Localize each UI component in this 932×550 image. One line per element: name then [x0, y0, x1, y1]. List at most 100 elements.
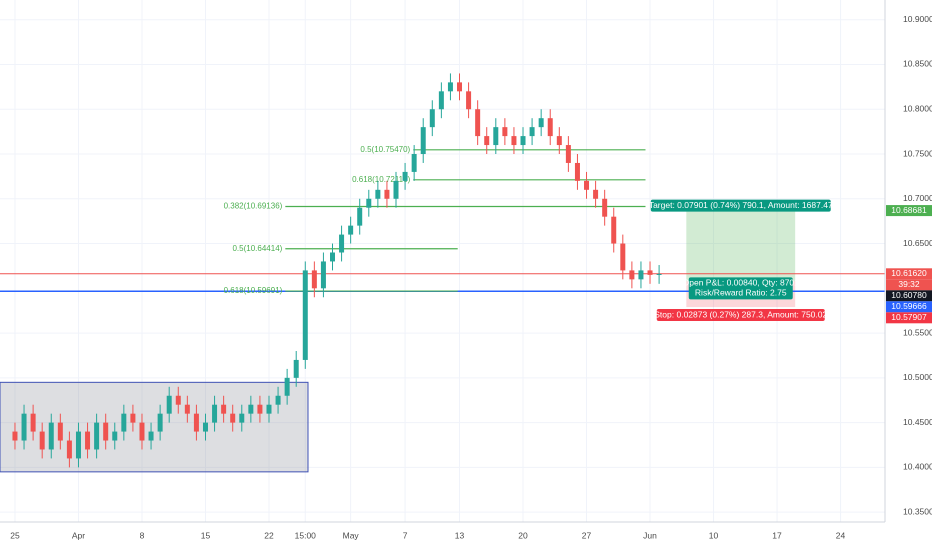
candle-body [21, 413, 27, 441]
target-label: Target: 0.07901 (0.74%) 790.1, Amount: 1… [649, 200, 833, 210]
candle-body [85, 431, 91, 450]
candle-body [184, 404, 190, 414]
candle-body [284, 377, 290, 396]
x-tick-label: 15 [201, 530, 211, 540]
stop-label: Stop: 0.02873 (0.27%) 287.3, Amount: 750… [654, 309, 827, 319]
candle-body [66, 440, 72, 459]
x-tick-label: 7 [403, 530, 408, 540]
price-tag [886, 290, 932, 302]
candle-body [212, 404, 218, 423]
candle-body [239, 413, 245, 423]
price-tag-label: 10.57907 [891, 312, 927, 322]
candle-body [620, 243, 626, 271]
countdown-bg [886, 279, 932, 291]
candle-body [602, 198, 608, 217]
candle-body [357, 207, 363, 226]
y-tick-label: 10.75000 [903, 148, 932, 158]
candle-body [329, 252, 335, 262]
candle-body [12, 431, 18, 441]
candle-body [547, 118, 553, 137]
fib-label: 0.5(10.75470) [360, 145, 410, 154]
price-tag [886, 312, 932, 324]
candle-body [48, 422, 54, 450]
countdown: 39:32 [898, 279, 920, 289]
candle-body [411, 154, 417, 172]
candle-body [57, 422, 63, 441]
candle-body [266, 404, 272, 414]
candle-body [438, 91, 444, 110]
y-tick-label: 10.40000 [903, 462, 932, 472]
candle-body [565, 145, 571, 163]
candle-body [75, 431, 81, 459]
candle-body [339, 234, 345, 253]
y-tick-label: 10.85000 [903, 59, 932, 69]
candle-body [384, 189, 390, 199]
candle-body [538, 118, 544, 128]
y-tick-label: 10.45000 [903, 417, 932, 427]
stop-label-bg [656, 309, 825, 322]
candle-body [94, 422, 100, 450]
fib-label: 0.382(10.69136) [224, 202, 283, 211]
candle-body [629, 270, 635, 280]
x-tick-label: Apr [72, 530, 85, 540]
x-tick-label: 25 [10, 530, 20, 540]
x-tick-label: 22 [264, 530, 274, 540]
candle-body [230, 413, 236, 423]
candle-body [375, 189, 381, 199]
x-tick-label: 24 [836, 530, 846, 540]
candle-body [611, 216, 617, 244]
target-zone [686, 210, 796, 282]
y-tick-label: 10.50000 [903, 372, 932, 382]
candle-body [584, 180, 590, 190]
candle-body [402, 171, 408, 181]
price-tag-label: 10.68681 [891, 205, 927, 215]
x-tick-label: May [343, 530, 360, 540]
price-tag [886, 268, 932, 280]
x-tick-label: 8 [140, 530, 145, 540]
candle-body [647, 270, 653, 275]
candle-body [656, 273, 662, 275]
candle-body [193, 413, 199, 432]
y-tick-label: 10.80000 [903, 103, 932, 113]
candle-body [139, 422, 145, 441]
candle-body [529, 127, 535, 137]
candle-body [429, 109, 435, 128]
candle-body [556, 136, 562, 146]
fib-label: 0.618(10.59691) [224, 286, 283, 295]
candle-body [221, 404, 227, 414]
pnl-bg [688, 277, 793, 300]
candle-body [466, 91, 472, 110]
fib-label: 0.5(10.64414) [232, 244, 282, 253]
candle-body [393, 180, 399, 199]
candle-body [574, 162, 580, 181]
x-tick-label: 17 [772, 530, 782, 540]
candle-body [39, 431, 45, 450]
price-tag-label: 10.60780 [891, 290, 927, 300]
fib-label: 0.618(10.72116) [352, 175, 410, 184]
candle-body [248, 404, 254, 414]
candle-body [121, 413, 127, 432]
price-tag [886, 205, 932, 217]
x-tick-label: 13 [455, 530, 465, 540]
x-tick-label: 10 [709, 530, 719, 540]
candle-body [175, 395, 181, 405]
target-label-bg [650, 199, 831, 212]
y-tick-label: 10.55000 [903, 327, 932, 337]
candle-body [302, 270, 308, 360]
candle-body [311, 270, 317, 289]
y-tick-label: 10.90000 [903, 14, 932, 24]
candle-body [484, 136, 490, 146]
candle-body [447, 82, 453, 92]
candle-body [493, 127, 499, 146]
candle-body [112, 431, 118, 441]
candle-body [103, 422, 109, 441]
candle-body [638, 270, 644, 280]
y-tick-label: 10.35000 [903, 506, 932, 516]
candle-body [30, 413, 36, 432]
x-tick-label: 27 [582, 530, 592, 540]
time-axis [0, 522, 885, 550]
candle-body [157, 413, 163, 432]
candle-body [366, 198, 372, 208]
candle-body [475, 109, 481, 137]
